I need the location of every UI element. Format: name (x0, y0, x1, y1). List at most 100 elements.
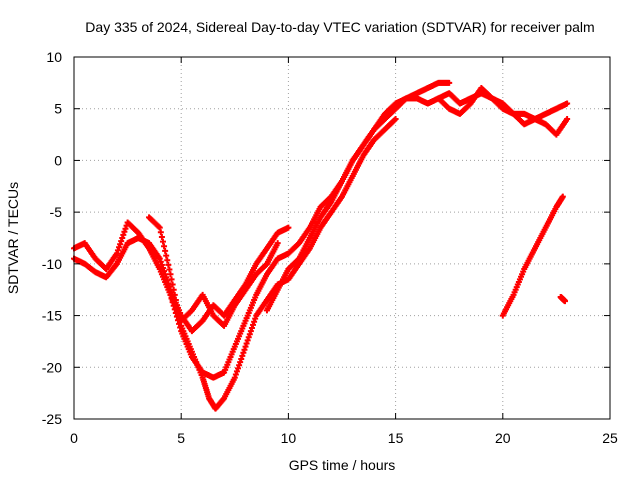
data-point (251, 318, 258, 325)
data-point (117, 241, 124, 248)
data-point (168, 276, 175, 283)
data-point (392, 116, 399, 123)
data-point (174, 317, 181, 324)
data-point (119, 235, 126, 241)
data-point (242, 343, 249, 350)
y-axis-label: SDTVAR / TECUs (5, 182, 21, 294)
data-point (235, 365, 242, 372)
data-point (162, 247, 169, 254)
data-point (239, 352, 246, 359)
data-point (157, 229, 164, 236)
y-tick-label: -25 (42, 411, 62, 427)
plot-frame (73, 56, 611, 420)
x-tick-labels: 0 5 10 15 20 25 (70, 430, 618, 446)
data-point (161, 268, 168, 275)
data-point (120, 231, 127, 238)
data-point (252, 315, 259, 322)
data-point (176, 320, 183, 327)
data-point (118, 238, 125, 245)
data-point (170, 302, 177, 309)
y-tick-labels: -25 -20 -15 -10 -5 0 5 10 (42, 49, 62, 427)
data-point (162, 271, 169, 278)
series-track-f (435, 90, 571, 138)
data-point (164, 257, 171, 264)
data-point (114, 247, 121, 254)
data-point (231, 374, 238, 381)
y-tick-label: 0 (54, 152, 62, 168)
data-point (248, 324, 255, 331)
data-point (173, 313, 180, 320)
series-track-c (146, 116, 399, 412)
x-tick-label: 20 (495, 430, 511, 446)
data-point (167, 291, 174, 298)
data-points (71, 79, 571, 412)
data-point (161, 243, 168, 250)
data-point (446, 79, 453, 86)
data-point (166, 266, 173, 273)
series-track-e (263, 85, 571, 314)
data-point (247, 328, 254, 335)
x-tick-label: 15 (388, 430, 404, 446)
series-track-g (499, 193, 566, 319)
data-point (238, 356, 245, 363)
data-point (113, 250, 120, 257)
data-point (121, 228, 128, 235)
data-point (236, 362, 243, 369)
data-point (274, 240, 281, 247)
y-tick-label: -20 (42, 359, 62, 375)
data-point (165, 280, 172, 287)
series-track-h (557, 293, 568, 305)
data-point (157, 258, 164, 265)
data-point (243, 340, 250, 347)
grid (74, 57, 610, 419)
data-point (167, 271, 174, 278)
data-point (165, 261, 172, 268)
data-point (122, 225, 129, 232)
data-point (156, 224, 163, 231)
data-point (244, 337, 251, 344)
data-point (564, 100, 571, 107)
data-point (116, 244, 123, 251)
data-point (172, 309, 179, 316)
x-tick-label: 0 (70, 430, 78, 446)
x-tick-label: 25 (602, 430, 618, 446)
data-point (245, 334, 252, 341)
y-tick-label: -10 (42, 256, 62, 272)
data-point (158, 233, 165, 240)
data-point (164, 277, 171, 284)
y-tick-label: -5 (50, 204, 63, 220)
series-track-d (167, 79, 453, 381)
data-point (172, 297, 179, 304)
data-point (159, 238, 166, 245)
data-point (559, 193, 566, 200)
x-axis-label: GPS time / hours (289, 457, 396, 473)
y-tick-label: -15 (42, 308, 62, 324)
data-point (163, 274, 170, 281)
data-point (169, 299, 176, 306)
x-tick-label: 10 (281, 430, 297, 446)
data-point (232, 371, 239, 378)
y-tick-label: 5 (54, 101, 62, 117)
data-point (170, 286, 177, 293)
data-point (246, 331, 253, 338)
data-point (163, 252, 170, 259)
tick-marks (73, 56, 611, 420)
data-point (233, 368, 240, 375)
data-point (158, 261, 165, 268)
data-point (240, 349, 247, 356)
series-track-b (71, 224, 292, 335)
data-point (168, 295, 175, 302)
data-point (169, 281, 176, 288)
data-point (237, 359, 244, 366)
data-point (159, 264, 166, 271)
data-point (177, 324, 184, 331)
data-point (166, 283, 173, 290)
data-point (156, 255, 163, 262)
data-point (250, 321, 257, 328)
data-point (241, 346, 248, 353)
chart-title: Day 335 of 2024, Sidereal Day-to-day VTE… (85, 19, 594, 35)
data-point (171, 306, 178, 313)
x-tick-label: 5 (177, 430, 185, 446)
y-tick-label: 10 (46, 49, 62, 65)
